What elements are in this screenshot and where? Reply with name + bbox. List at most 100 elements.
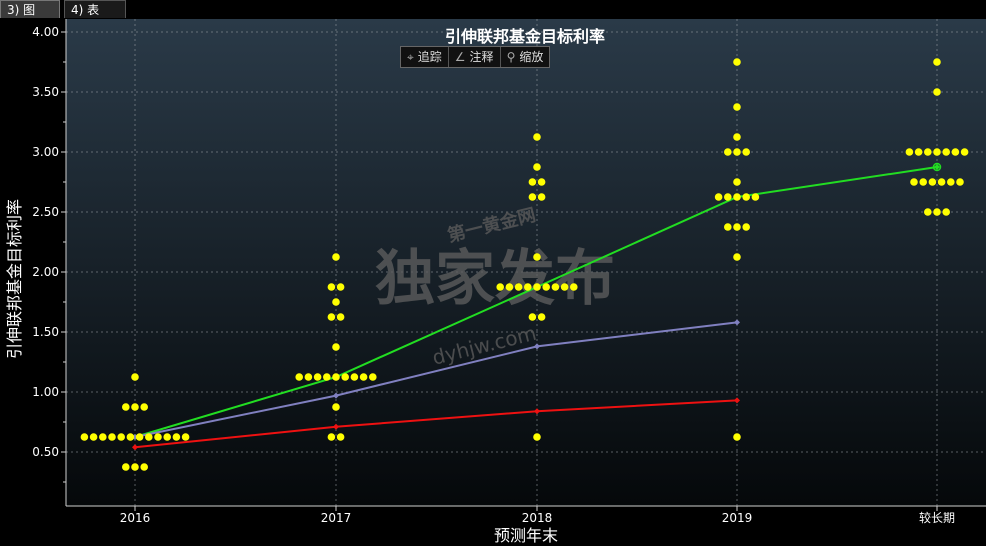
dot-marker	[135, 433, 144, 441]
chart-area: 第一黄金网 独家发布 dyhjw.com 0.50 1.00 1.50 2.00 2.5…	[0, 19, 986, 546]
dot-marker	[369, 373, 377, 381]
dot-marker	[99, 433, 107, 441]
track-button[interactable]: ⌖ 追踪	[401, 47, 449, 67]
dot-marker	[542, 283, 550, 291]
dot-marker	[108, 433, 116, 441]
dot-marker	[332, 373, 340, 381]
dot-marker	[951, 148, 960, 156]
x-tick-label: 2017	[321, 511, 352, 525]
dot-plot	[80, 58, 969, 471]
y-tick-label: 2.50	[32, 205, 59, 219]
dot-marker	[533, 163, 541, 171]
dot-marker	[89, 433, 98, 441]
magnifier-icon: ⚲	[506, 50, 516, 64]
dot-marker	[533, 133, 541, 141]
y-tick-label: 3.00	[32, 145, 59, 159]
dot-marker	[914, 148, 923, 156]
dot-marker	[724, 148, 732, 156]
y-tick-label: 0.50	[32, 445, 59, 459]
dot-marker	[117, 433, 125, 441]
dot-marker	[733, 103, 741, 111]
series-marker	[132, 444, 138, 451]
x-tick-label: 2016	[120, 511, 151, 525]
dot-marker	[942, 208, 950, 216]
dot-marker	[140, 463, 148, 471]
dot-marker	[524, 283, 532, 291]
dot-marker	[956, 178, 964, 186]
y-tick-label: 4.00	[32, 25, 59, 39]
series-marker	[934, 164, 940, 170]
y-axis-label: 引伸联邦基金目标利率	[5, 199, 24, 359]
tab-chart[interactable]: 3) 图	[0, 0, 60, 18]
dot-marker	[528, 193, 537, 201]
y-tick-label: 1.50	[32, 325, 59, 339]
y-tick-labels: 0.50 1.00 1.50 2.00 2.50 3.00 3.50 4.00	[32, 25, 59, 459]
dot-marker	[733, 433, 741, 441]
dot-marker	[122, 403, 130, 411]
dot-marker	[126, 433, 135, 441]
dot-marker	[533, 283, 541, 291]
x-axis-label: 预测年末	[494, 526, 558, 545]
dot-marker	[140, 403, 148, 411]
dot-marker	[327, 283, 336, 291]
dot-marker	[528, 313, 537, 321]
dot-marker	[742, 148, 750, 156]
dot-marker	[733, 193, 741, 201]
dot-marker	[496, 283, 505, 291]
dot-marker	[336, 433, 345, 441]
plot-background	[66, 19, 986, 506]
dot-marker	[742, 193, 750, 201]
dot-marker	[714, 193, 723, 201]
zoom-button[interactable]: ⚲ 缩放	[501, 47, 550, 67]
dot-marker	[163, 433, 171, 441]
crosshair-icon: ⌖	[407, 50, 414, 64]
dot-marker	[336, 313, 345, 321]
x-tick-labels: 2016 2017 2018 2019 较长期	[120, 510, 955, 525]
dot-marker	[537, 313, 546, 321]
tab-bar: 3) 图 4) 表	[0, 0, 986, 20]
dot-marker	[947, 178, 955, 186]
dot-marker	[350, 373, 359, 381]
dot-marker	[533, 433, 541, 441]
dot-marker	[359, 373, 368, 381]
dot-marker	[733, 148, 741, 156]
dot-marker	[332, 403, 340, 411]
dot-marker	[304, 373, 313, 381]
watermark: 第一黄金网 独家发布 dyhjw.com	[375, 204, 615, 370]
series-marker	[534, 408, 540, 415]
dot-marker	[295, 373, 304, 381]
dot-marker	[332, 343, 340, 351]
y-tick-label: 2.00	[32, 265, 59, 279]
tab-table[interactable]: 4) 表	[64, 0, 126, 18]
dot-marker	[131, 403, 139, 411]
y-tick-label: 1.00	[32, 385, 59, 399]
dot-marker	[332, 253, 340, 261]
dot-marker	[131, 373, 139, 381]
dot-marker	[80, 433, 89, 441]
dot-marker	[533, 253, 541, 261]
dot-marker	[905, 148, 914, 156]
dot-marker	[933, 148, 941, 156]
dot-marker	[733, 253, 741, 261]
series-line	[134, 321, 738, 438]
dot-marker	[928, 178, 937, 186]
pencil-icon: ∠	[454, 50, 466, 64]
series-marker	[734, 319, 740, 326]
dot-marker	[560, 283, 569, 291]
series-marker	[333, 423, 339, 430]
dot-marker	[933, 88, 941, 96]
dot-marker	[528, 178, 537, 186]
dot-marker	[924, 148, 932, 156]
annotate-button[interactable]: ∠ 注释	[449, 47, 501, 67]
dot-marker	[327, 433, 336, 441]
dot-marker	[733, 178, 741, 186]
series-line	[134, 399, 738, 449]
dot-marker	[751, 193, 760, 201]
dot-marker	[537, 178, 546, 186]
dot-marker	[733, 223, 741, 231]
dot-marker	[937, 178, 946, 186]
dot-marker	[323, 373, 331, 381]
x-tick-label: 2019	[722, 511, 753, 525]
dot-marker	[332, 298, 340, 306]
dot-marker	[514, 283, 523, 291]
